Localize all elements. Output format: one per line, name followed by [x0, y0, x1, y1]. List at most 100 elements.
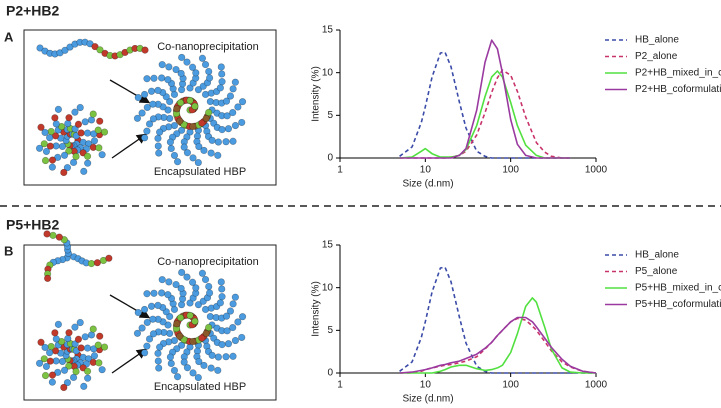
bead — [176, 332, 184, 340]
bead — [226, 92, 235, 100]
bead — [188, 63, 197, 71]
legend-label: P5+HB_coformulation — [635, 299, 721, 310]
legend-label: P2+HB_coformulation — [635, 84, 721, 95]
bead — [89, 110, 97, 118]
bead — [186, 311, 194, 320]
bead — [206, 312, 214, 321]
bead — [47, 127, 55, 136]
bead — [98, 366, 106, 374]
bead — [180, 143, 188, 151]
bead — [63, 379, 72, 387]
bead — [89, 325, 97, 333]
bead — [80, 167, 88, 175]
bead — [201, 90, 210, 99]
bead — [178, 53, 186, 62]
bead — [77, 344, 85, 352]
bead — [170, 90, 179, 99]
bead — [94, 126, 102, 134]
bead — [147, 87, 156, 95]
panel-label: A — [4, 29, 14, 44]
bead — [234, 318, 242, 326]
bead — [188, 278, 197, 286]
bead — [54, 105, 62, 113]
bead — [96, 332, 104, 340]
bead — [224, 340, 233, 348]
bead — [60, 366, 69, 374]
x-tick-label: 1000 — [585, 380, 608, 391]
bead — [194, 373, 202, 382]
bead — [71, 125, 79, 133]
bead — [46, 357, 54, 365]
bead — [95, 359, 103, 367]
bead — [84, 374, 92, 382]
bead — [218, 285, 226, 293]
bead — [71, 108, 79, 116]
bead — [83, 367, 92, 375]
bead — [176, 314, 185, 322]
bead — [214, 151, 222, 159]
bead — [176, 117, 184, 125]
bead — [229, 108, 237, 117]
bead — [143, 290, 151, 298]
legend-label: P2_alone — [635, 51, 678, 62]
bead — [150, 74, 158, 82]
bead — [81, 118, 89, 126]
bead — [52, 335, 60, 343]
bead — [177, 86, 186, 94]
bead — [61, 46, 69, 54]
series-line — [399, 51, 571, 159]
bead — [207, 364, 215, 372]
bead — [143, 103, 151, 112]
x-axis-label: Size (d.nm) — [402, 179, 453, 190]
schematic-box — [23, 244, 277, 401]
y-tick-label: 0 — [327, 153, 333, 164]
bead — [90, 352, 99, 360]
bead — [198, 269, 207, 277]
bead — [60, 383, 68, 392]
series-line — [399, 70, 571, 159]
bead — [80, 382, 88, 390]
bead — [224, 125, 233, 133]
bead — [217, 278, 225, 286]
x-tick-label: 10 — [420, 380, 432, 391]
bead — [166, 329, 174, 338]
legend-label: P5+HB_mixed_in_cuvette — [635, 283, 721, 294]
bead — [48, 156, 57, 164]
bead — [238, 98, 247, 106]
bead — [195, 357, 203, 366]
bead — [205, 282, 213, 291]
bead — [173, 320, 181, 328]
bead — [145, 335, 154, 343]
bead — [58, 357, 67, 366]
bead — [177, 341, 186, 349]
x-tick-label: 100 — [502, 380, 519, 391]
bead — [165, 63, 173, 71]
bead — [218, 125, 226, 134]
bead — [74, 335, 83, 343]
bead — [149, 115, 158, 123]
bead — [57, 337, 66, 346]
bead — [72, 152, 80, 161]
bead — [172, 280, 180, 289]
x-tick-label: 100 — [502, 165, 519, 176]
bead — [81, 333, 89, 341]
bead — [154, 142, 162, 150]
bead — [205, 323, 213, 332]
x-tick-label: 1 — [337, 165, 343, 176]
y-tick-label: 5 — [327, 110, 333, 121]
bead — [176, 99, 185, 107]
bead — [94, 341, 102, 349]
bead — [158, 289, 166, 297]
panel-label: B — [4, 243, 13, 258]
bead — [170, 121, 179, 130]
bead — [41, 371, 50, 380]
panel-heading: P2+HB2 — [6, 3, 60, 19]
bead — [48, 163, 56, 171]
bead — [41, 156, 50, 165]
bead — [96, 117, 104, 125]
bead — [218, 293, 226, 301]
y-tick-label: 0 — [327, 368, 333, 379]
bead — [154, 134, 162, 142]
bead — [208, 351, 216, 359]
bead — [194, 86, 203, 94]
